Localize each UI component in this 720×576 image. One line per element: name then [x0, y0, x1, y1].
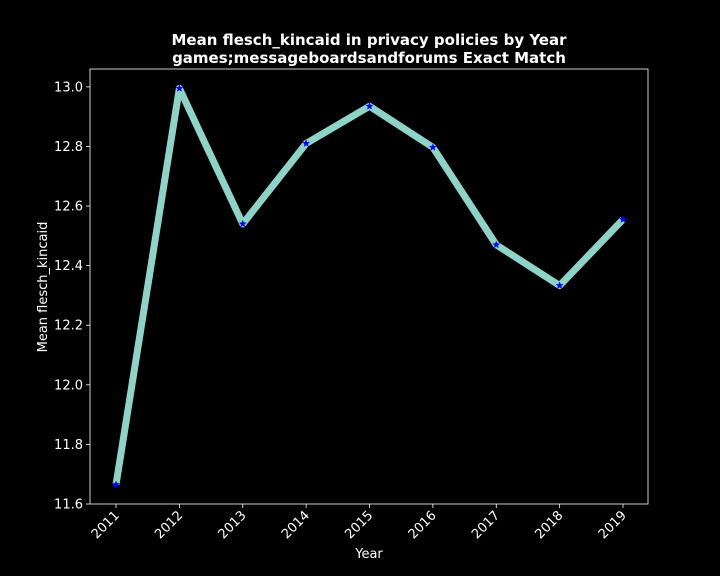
- x-tick-label: 2011: [89, 508, 123, 542]
- data-point-marker: [555, 281, 564, 290]
- y-tick-label: 12.0: [54, 378, 83, 393]
- chart-subtitle: games;messageboardsandforums Exact Match: [172, 49, 566, 67]
- x-tick-label: 2012: [152, 508, 186, 542]
- y-tick-label: 11.6: [54, 498, 83, 513]
- series-line: [112, 84, 626, 486]
- y-tick-label: 11.8: [54, 438, 83, 453]
- x-tick-label: 2017: [469, 508, 503, 542]
- x-tick-label: 2015: [342, 508, 376, 542]
- data-point-marker: [618, 215, 628, 223]
- series-layer: [111, 84, 628, 489]
- x-axis-label: Year: [354, 547, 383, 562]
- x-tick-label: 2019: [596, 508, 630, 542]
- x-tick-label: 2013: [216, 508, 250, 542]
- data-point-marker: [492, 240, 501, 249]
- x-tick-label: 2016: [406, 508, 440, 542]
- x-tick-label: 2014: [279, 508, 313, 542]
- data-point-marker: [111, 480, 121, 489]
- data-point-marker: [238, 219, 247, 228]
- y-tick-label: 12.4: [54, 259, 83, 274]
- y-axis: 11.6 11.8 12.0 12.2 12.4 12.6 12.8 13.0: [54, 80, 90, 513]
- data-point-marker: [175, 84, 184, 92]
- plot-frame: [89, 68, 649, 505]
- x-tick-label: 2018: [532, 508, 566, 542]
- chart-title: Mean flesch_kincaid in privacy policies …: [171, 31, 567, 49]
- y-tick-label: 13.0: [54, 80, 83, 95]
- y-tick-label: 12.8: [54, 140, 83, 155]
- data-point-marker: [428, 143, 437, 151]
- x-axis: 2011 2012 2013 2014 2015 2016 2017 2018 2019: [89, 504, 630, 542]
- data-point-marker: [302, 139, 311, 147]
- y-axis-label: Mean flesch_kincaid: [36, 222, 51, 353]
- y-tick-label: 12.6: [54, 200, 83, 215]
- y-tick-label: 12.2: [54, 319, 83, 334]
- data-point-marker: [365, 101, 374, 110]
